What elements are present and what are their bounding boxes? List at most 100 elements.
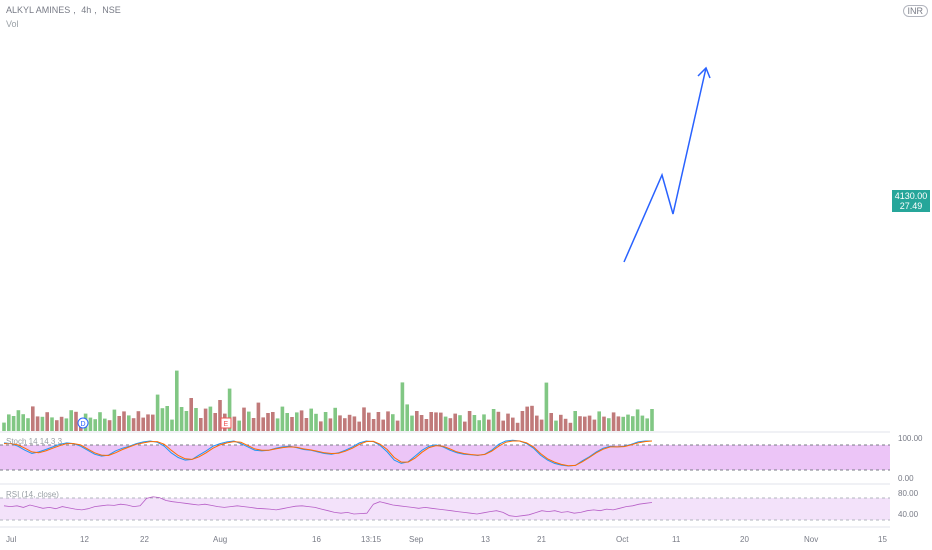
volume-bar: [520, 411, 525, 431]
volume-bar: [271, 412, 275, 431]
volume-bar: [117, 416, 121, 431]
volume-bar: [607, 418, 611, 431]
volume-bar: [170, 419, 174, 431]
exchange-label: NSE: [102, 5, 121, 15]
volume-bar: [616, 416, 621, 431]
time-axis-tick: 13: [481, 535, 490, 544]
volume-bar: [583, 416, 587, 431]
volume-bar: [549, 413, 553, 431]
volume-bar: [11, 416, 16, 431]
dividend-marker-label: D: [81, 421, 86, 428]
time-axis-tick: 22: [140, 535, 149, 544]
volume-bar: [347, 414, 352, 431]
volume-bar: [256, 402, 261, 431]
time-axis-tick: Sep: [409, 535, 424, 544]
volume-bar: [578, 416, 582, 431]
volume-bar: [631, 416, 635, 431]
rsi-axis-tick: 80.00: [898, 489, 919, 498]
volume-bar: [511, 417, 515, 431]
volume-bar: [482, 414, 486, 431]
volume-bar: [179, 407, 184, 431]
volume-bar: [88, 417, 93, 431]
rsi-line: [3, 496, 653, 517]
volume-bar: [635, 409, 640, 431]
volume-bar: [266, 413, 270, 431]
volume-bar: [98, 412, 102, 431]
rsi-legend: RSI (14, close): [6, 490, 59, 499]
interval-label[interactable]: 4h: [81, 5, 92, 15]
volume-bar: [626, 414, 630, 431]
volume-bar: [247, 411, 251, 431]
volume-bar: [573, 411, 577, 431]
volume-bar: [645, 418, 649, 431]
currency-badge[interactable]: INR: [902, 5, 928, 17]
volume-bar: [314, 413, 318, 431]
volume-bar: [367, 412, 371, 431]
volume-bar: [175, 370, 179, 431]
chart-header: ALKYL AMINES, 4h, NSE: [6, 5, 121, 15]
volume-bar: [544, 382, 549, 431]
volume-bar: [146, 414, 150, 431]
volume-bar: [400, 382, 405, 431]
volume-bar: [328, 418, 333, 431]
volume-bar: [160, 408, 165, 431]
volume-bar: [496, 411, 501, 431]
volume-bar: [2, 422, 6, 431]
time-axis-tick: Oct: [616, 535, 629, 544]
volume-bar: [184, 411, 189, 431]
volume-bar: [559, 414, 563, 431]
volume-bar: [295, 412, 299, 431]
stoch-band: [0, 445, 890, 470]
volume-bar: [280, 406, 285, 431]
volume-bar: [362, 407, 366, 431]
volume-bar: [352, 416, 357, 431]
volume-bar: [386, 411, 390, 431]
earnings-marker-label: E: [224, 421, 229, 428]
symbol-name[interactable]: ALKYL AMINES: [6, 5, 71, 15]
volume-bar: [568, 422, 573, 431]
time-axis-tick: Nov: [804, 535, 818, 544]
volume-bar: [563, 418, 568, 431]
stoch-axis-tick: 100.00: [898, 434, 923, 443]
volume-bar: [530, 405, 534, 431]
volume-bar: [50, 417, 54, 431]
volume-bar: [227, 388, 232, 431]
volume-bar: [218, 400, 222, 431]
volume-bar: [299, 410, 304, 431]
volume-bar: [40, 416, 45, 431]
volume-bar: [611, 412, 616, 431]
volume-bar: [477, 420, 481, 431]
time-axis-tick: 21: [537, 535, 546, 544]
volume-bar: [107, 420, 112, 431]
volume-bar: [194, 408, 198, 431]
volume-bar: [376, 412, 381, 431]
volume-bar: [304, 418, 309, 431]
time-axis-tick: Aug: [213, 535, 227, 544]
volume-bar: [7, 414, 11, 431]
volume-bar: [587, 415, 592, 431]
volume-bar: [136, 411, 141, 431]
volume-bar: [554, 420, 558, 431]
volume-bar: [357, 421, 361, 431]
volume-bar: [525, 406, 529, 431]
volume-bar: [650, 409, 654, 431]
volume-bar: [103, 418, 107, 431]
volume-bar: [319, 421, 323, 431]
volume-bar: [592, 419, 597, 431]
volume-bar: [213, 413, 217, 431]
volume-bar: [415, 411, 419, 431]
volume-bar: [467, 411, 472, 431]
time-axis-tick: 15: [878, 535, 887, 544]
volume-bar: [434, 412, 438, 431]
volume-bar: [232, 416, 237, 431]
volume-bar: [237, 420, 241, 431]
volume-bar: [597, 411, 601, 431]
volume-legend: Vol: [6, 19, 19, 29]
time-axis-tick: 16: [312, 535, 321, 544]
volume-bar: [309, 408, 313, 431]
volume-bar: [515, 422, 520, 431]
stoch-k-line: [3, 439, 652, 467]
dividend-marker: [77, 417, 89, 429]
volume-bar: [16, 410, 21, 431]
